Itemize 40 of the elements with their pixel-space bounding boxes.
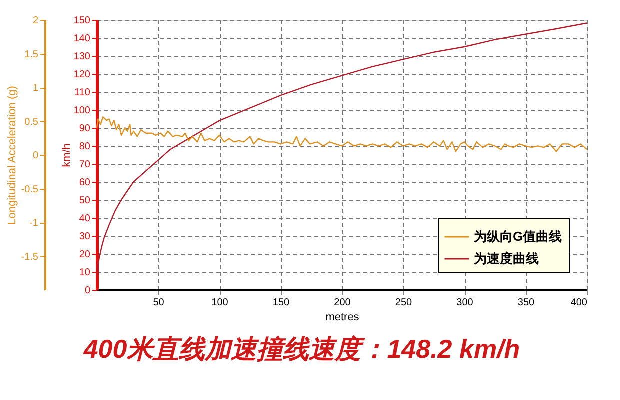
x-tick-label: 350 [518,298,536,308]
x-tick-label: 50 [153,298,165,308]
y2-tick-label: -0.5 [21,184,39,196]
legend-label: 为速度曲线 [474,251,539,266]
y2-tick-label: 1.5 [24,49,39,60]
y2-axis-title: Longitudinal Acceleration (g) [6,86,18,225]
y2-tick-label: -1 [30,218,39,229]
legend-label: 为纵向G值曲线 [474,229,562,244]
y-tick-label: 70 [79,160,91,170]
x-tick-label: 200 [334,298,352,308]
x-tick-label: 100 [212,298,229,308]
y-tick-label: 80 [79,142,91,152]
x-tick-label: 250 [395,298,413,308]
x-tick-label: 300 [456,298,474,308]
line-series [96,22,588,276]
y-tick-label: 100 [74,106,91,116]
y2-tick-label: 2 [32,16,39,26]
y-tick-label: 130 [74,52,91,62]
y2-tick-label: 0 [32,150,39,162]
y-tick-label: 110 [74,88,91,98]
y-tick-label: 150 [74,16,91,26]
y-tick-label: 30 [79,232,91,242]
x-tick-label: 150 [272,298,290,308]
y-tick-label: 90 [79,124,91,134]
y-tick-label: 60 [79,178,91,188]
x-axis-title: metres [326,312,360,324]
x-tick-label: 400 [570,298,588,308]
text: 400米直线加速撞线速度：148.2 km/h [82,334,520,364]
y-axis-title: km/h [60,144,73,168]
y-tick-label: 10 [79,268,91,278]
y-tick-label: 120 [74,70,91,80]
y2-tick-label: 1 [32,83,39,94]
y-tick-label: 20 [79,250,91,260]
y2-tick-label: -1.5 [21,252,39,263]
y-tick-label: 0 [84,286,91,296]
y-tick-label: 140 [74,34,91,44]
line-series [96,116,588,152]
y-tick-label: 40 [79,214,91,224]
y-tick-label: 50 [79,196,91,206]
y2-tick-label: 0.5 [24,116,39,128]
